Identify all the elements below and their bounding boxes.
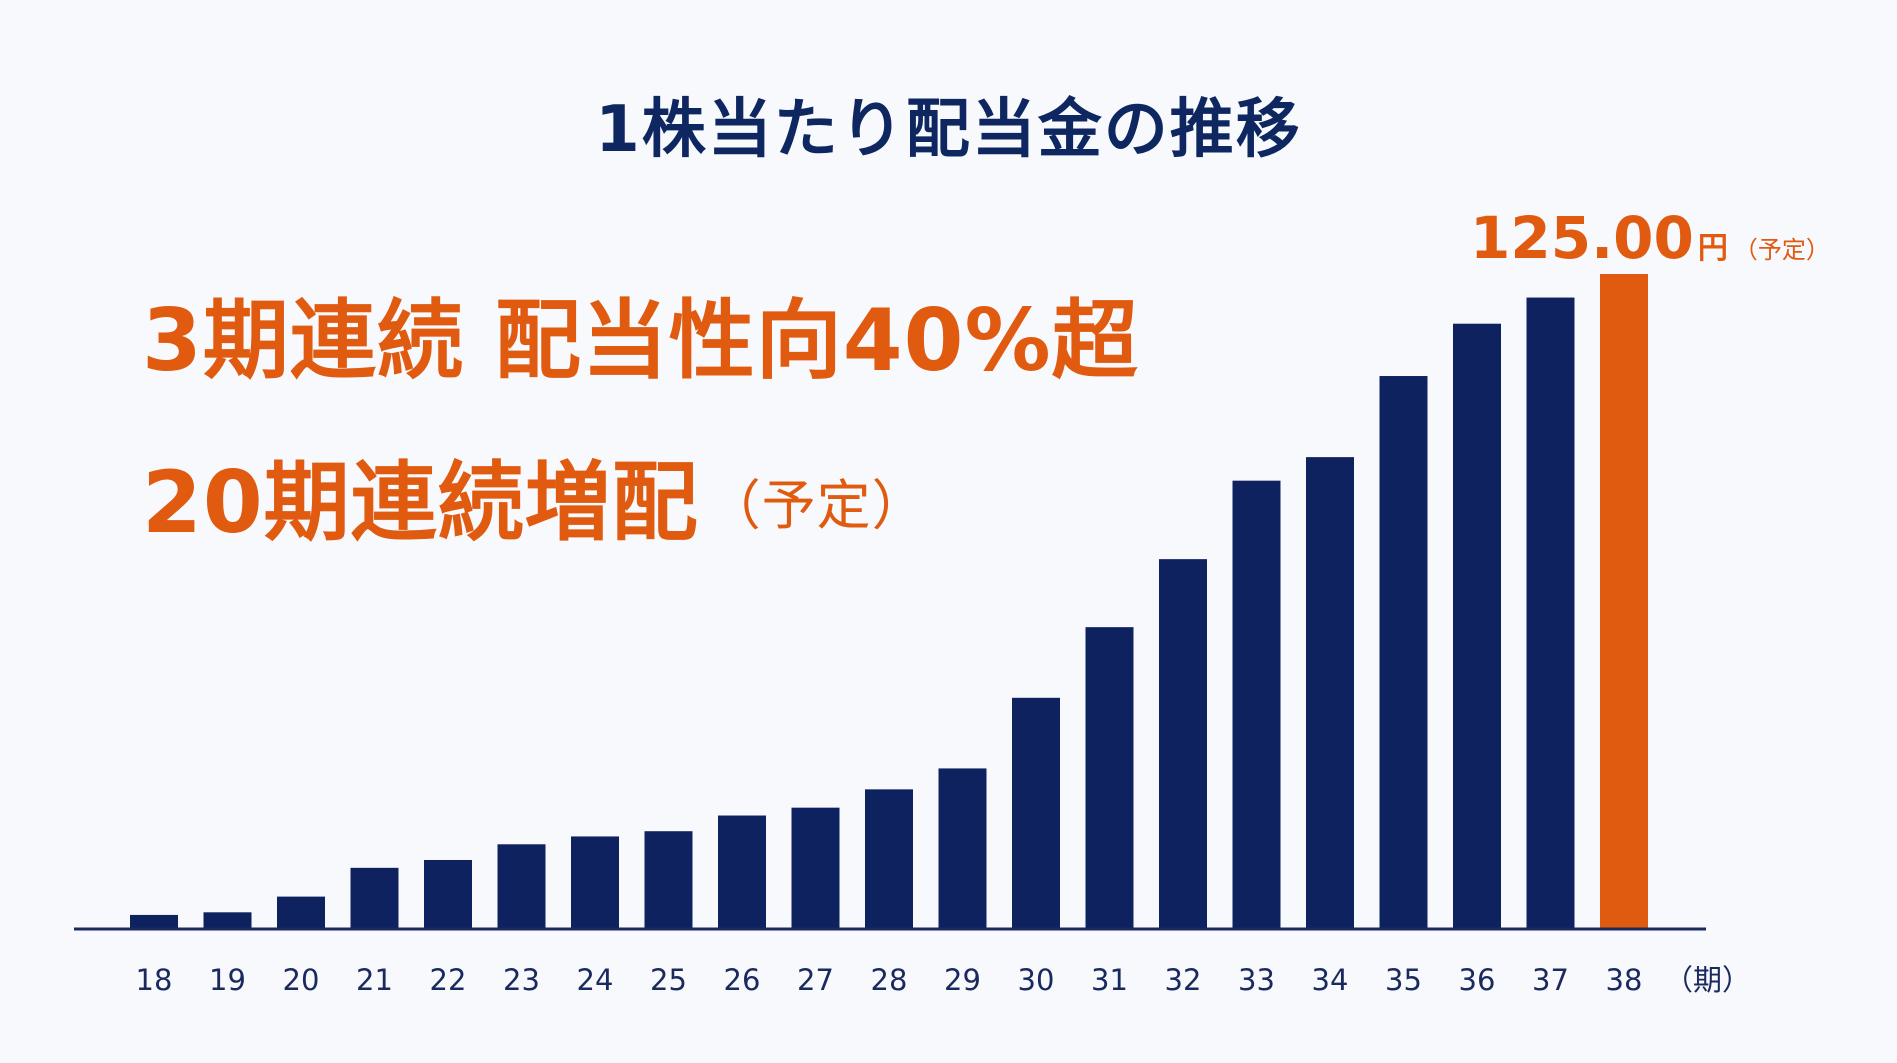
bar-37: [1526, 297, 1575, 928]
highlight-unit: 円: [1698, 231, 1728, 266]
bars-group: [130, 274, 1648, 929]
bar-30: [1012, 697, 1060, 928]
x-tick-21: 21: [356, 963, 393, 997]
x-tick-31: 31: [1091, 963, 1128, 997]
bar-22: [424, 859, 472, 928]
bar-25: [644, 831, 693, 928]
x-axis-unit: （期）: [1664, 963, 1751, 997]
bar-19: [203, 912, 252, 928]
x-tick-32: 32: [1165, 963, 1202, 997]
x-tick-36: 36: [1459, 963, 1496, 997]
headline-forecast-note: （予定）: [706, 474, 927, 537]
bar-20: [277, 896, 325, 928]
x-tick-27: 27: [797, 963, 834, 997]
x-tick-37: 37: [1532, 963, 1569, 997]
bar-32: [1159, 559, 1207, 928]
headline-dividend-increase-main: 20期連続増配: [142, 453, 699, 553]
headline-dividend-increase: 20期連続増配 （予定）: [142, 432, 927, 557]
highlight-label: 125.00 円（予定）: [1470, 204, 1830, 272]
x-tick-34: 34: [1312, 963, 1349, 997]
page-title: 1株当たり配当金の推移: [595, 93, 1302, 167]
bar-23: [497, 844, 546, 928]
bar-33: [1232, 480, 1281, 928]
x-tick-18: 18: [136, 963, 173, 997]
bar-27: [791, 807, 840, 928]
x-tick-20: 20: [283, 963, 320, 997]
bar-35: [1379, 376, 1428, 928]
x-tick-19: 19: [209, 963, 246, 997]
bar-36: [1453, 323, 1501, 929]
bar-31: [1085, 627, 1134, 928]
x-tick-33: 33: [1238, 963, 1275, 997]
x-tick-35: 35: [1385, 963, 1422, 997]
x-tick-28: 28: [871, 963, 908, 997]
bar-21: [350, 867, 399, 928]
bar-18: [130, 914, 178, 928]
bar-24: [571, 836, 619, 928]
x-tick-25: 25: [650, 963, 687, 997]
x-tick-23: 23: [503, 963, 540, 997]
highlight-value: 125.00: [1470, 204, 1694, 272]
x-tick-26: 26: [724, 963, 761, 997]
x-tick-22: 22: [430, 963, 467, 997]
highlight-value-label: 125.00 円（予定）: [1470, 204, 1830, 272]
bar-28: [865, 789, 913, 928]
highlight-note: （予定）: [1734, 236, 1830, 264]
bar-38: [1600, 274, 1648, 928]
bar-26: [718, 815, 766, 928]
x-tick-24: 24: [577, 963, 614, 997]
x-tick-29: 29: [944, 963, 981, 997]
x-tick-30: 30: [1018, 963, 1055, 997]
x-tick-labels: 18 19 20 21 22 23 24 25 26 27 28 29 30 31 32 33 34 35 36 37…: [136, 963, 1643, 997]
bar-34: [1306, 457, 1354, 928]
x-tick-38: 38: [1606, 963, 1643, 997]
bar-29: [938, 768, 987, 928]
headline-payout-ratio: 3期連続 配当性向40%超: [142, 291, 1139, 391]
